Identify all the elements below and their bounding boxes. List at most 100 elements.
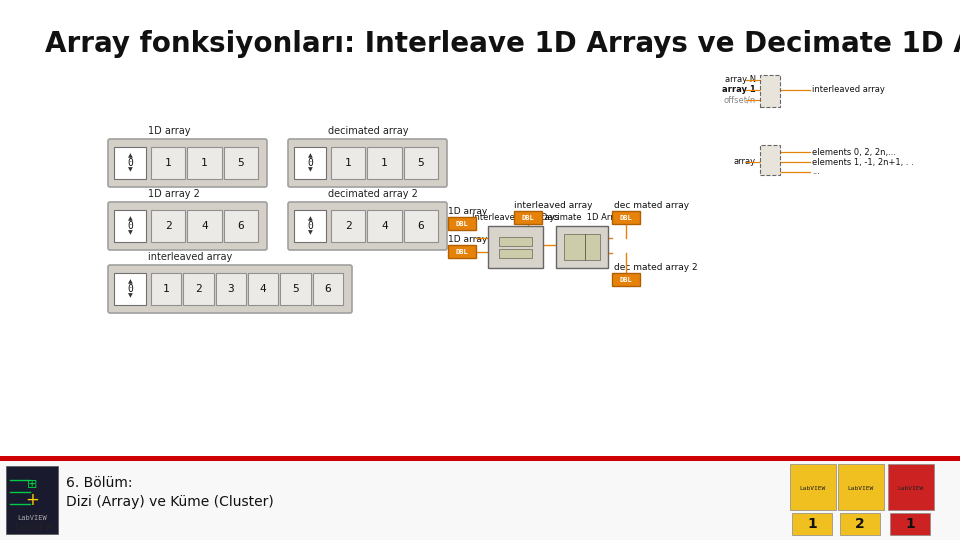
Text: 0: 0: [307, 221, 313, 231]
Text: 1: 1: [381, 158, 388, 168]
FancyBboxPatch shape: [288, 202, 447, 250]
Bar: [514, 211, 541, 224]
FancyBboxPatch shape: [280, 273, 311, 305]
FancyBboxPatch shape: [187, 210, 222, 242]
Text: 4: 4: [202, 221, 208, 231]
Text: 6: 6: [324, 284, 331, 294]
Text: 1: 1: [345, 158, 351, 168]
Text: 3: 3: [228, 284, 234, 294]
Text: ⊞: ⊞: [27, 478, 37, 491]
Text: DBL: DBL: [619, 276, 633, 282]
FancyBboxPatch shape: [331, 210, 366, 242]
Text: LabVIEW: LabVIEW: [14, 523, 54, 532]
FancyBboxPatch shape: [288, 139, 447, 187]
Text: DBL: DBL: [456, 220, 468, 226]
Text: 1: 1: [163, 284, 170, 294]
Text: ▲: ▲: [128, 153, 132, 158]
Text: ▼: ▼: [128, 294, 132, 299]
Bar: [556, 226, 608, 268]
Text: DBL: DBL: [521, 214, 534, 220]
Bar: [294, 210, 326, 242]
FancyBboxPatch shape: [403, 147, 438, 179]
Text: dec mated array 2: dec mated array 2: [614, 263, 698, 272]
FancyBboxPatch shape: [313, 273, 343, 305]
FancyBboxPatch shape: [368, 147, 401, 179]
FancyBboxPatch shape: [224, 147, 258, 179]
FancyBboxPatch shape: [331, 147, 366, 179]
Text: 1: 1: [905, 517, 915, 531]
Bar: [612, 211, 640, 224]
Text: Dizi (Array) ve Küme (Cluster): Dizi (Array) ve Küme (Cluster): [66, 495, 274, 509]
Text: ▲: ▲: [307, 217, 312, 221]
Text: LabVIEW: LabVIEW: [800, 485, 827, 490]
Text: 2: 2: [855, 517, 865, 531]
FancyBboxPatch shape: [151, 273, 181, 305]
Bar: [838, 464, 884, 510]
Text: Decimate  1D Array: Decimate 1D Array: [540, 213, 623, 222]
Bar: [499, 249, 532, 258]
Bar: [448, 217, 476, 230]
Text: DBL: DBL: [619, 214, 633, 220]
Text: Array fonksiyonları: Interleave 1D Arrays ve Decimate 1D Array: Array fonksiyonları: Interleave 1D Array…: [45, 30, 960, 58]
Text: 1D array 2: 1D array 2: [148, 189, 200, 199]
FancyBboxPatch shape: [151, 210, 185, 242]
Bar: [888, 464, 934, 510]
FancyBboxPatch shape: [248, 273, 278, 305]
Bar: [499, 237, 532, 246]
Text: 4: 4: [381, 221, 388, 231]
Text: interleaved array: interleaved array: [148, 252, 232, 262]
Text: 5: 5: [418, 158, 424, 168]
Text: ▼: ▼: [307, 167, 312, 173]
Text: 6: 6: [237, 221, 244, 231]
Text: array 1: array 1: [722, 85, 756, 94]
Text: ▼: ▼: [307, 231, 312, 235]
FancyBboxPatch shape: [760, 75, 780, 107]
Bar: [612, 273, 640, 286]
Text: 0: 0: [127, 158, 132, 168]
Text: 1D array: 1D array: [148, 126, 190, 136]
FancyBboxPatch shape: [368, 210, 401, 242]
Text: interleaved array: interleaved array: [812, 85, 885, 94]
Bar: [840, 513, 880, 535]
Text: 4: 4: [260, 284, 267, 294]
Text: ▲: ▲: [128, 280, 132, 285]
Text: interleaved array: interleaved array: [514, 201, 592, 210]
Text: 5: 5: [237, 158, 244, 168]
Bar: [790, 464, 836, 510]
Text: array N: array N: [725, 76, 756, 84]
Bar: [114, 210, 146, 242]
FancyBboxPatch shape: [216, 273, 246, 305]
Text: ...: ...: [812, 167, 820, 177]
Text: DBL: DBL: [456, 248, 468, 254]
Bar: [0, 461, 960, 540]
Text: 5: 5: [292, 284, 299, 294]
Text: 2: 2: [165, 221, 172, 231]
Text: dec mated array: dec mated array: [614, 201, 689, 210]
Text: decimated array: decimated array: [328, 126, 409, 136]
FancyBboxPatch shape: [108, 202, 267, 250]
Text: 1: 1: [165, 158, 172, 168]
FancyBboxPatch shape: [108, 265, 352, 313]
Text: decimated array 2: decimated array 2: [328, 189, 418, 199]
Bar: [114, 273, 146, 305]
Text: ▲: ▲: [307, 153, 312, 158]
FancyBboxPatch shape: [183, 273, 214, 305]
Text: elements 0, 2, 2n,...: elements 0, 2, 2n,...: [812, 147, 896, 157]
Bar: [114, 147, 146, 179]
Text: offset/n: offset/n: [724, 96, 756, 105]
Text: 6. Bölüm:: 6. Bölüm:: [66, 476, 132, 490]
FancyBboxPatch shape: [187, 147, 222, 179]
Text: ▼: ▼: [128, 231, 132, 235]
Text: 1: 1: [202, 158, 208, 168]
Text: array: array: [733, 158, 756, 166]
FancyBboxPatch shape: [108, 139, 267, 187]
Bar: [564, 234, 600, 260]
Bar: [890, 513, 930, 535]
Bar: [294, 147, 326, 179]
Text: LabVIEW: LabVIEW: [17, 515, 47, 521]
Text: 6: 6: [418, 221, 424, 231]
Text: 0: 0: [127, 284, 132, 294]
Text: 0: 0: [127, 221, 132, 231]
Bar: [6, 466, 58, 534]
Text: LabVIEW: LabVIEW: [848, 485, 875, 490]
